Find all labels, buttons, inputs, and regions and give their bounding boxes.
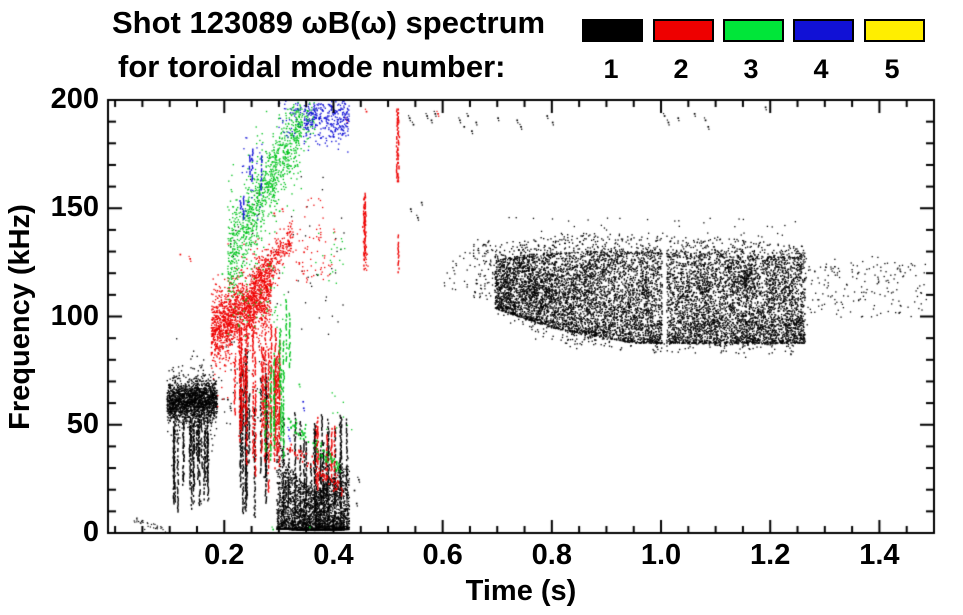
y-tick-label-50: 50 (66, 407, 99, 440)
legend-swatch-mode-4 (793, 19, 854, 42)
y-tick-label-0: 0 (82, 516, 99, 548)
y-tick-label-200: 200 (50, 83, 99, 115)
legend-swatch-mode-5 (864, 19, 925, 42)
x-tick-label-1.4: 1.4 (859, 539, 900, 571)
x-tick-label-1.2: 1.2 (750, 539, 791, 571)
legend-label-mode-1: 1 (603, 54, 619, 84)
x-tick-label-1.0: 1.0 (640, 539, 682, 571)
legend-swatch-mode-2 (653, 19, 714, 42)
legend-label-mode-4: 4 (813, 54, 829, 84)
x-tick-label-0.6: 0.6 (422, 539, 463, 571)
legend-label-mode-3: 3 (743, 54, 759, 84)
x-tick-label-0.2: 0.2 (204, 539, 245, 571)
y-axis-title: Frequency (kHz) (4, 204, 36, 430)
legend-label-mode-5: 5 (884, 54, 900, 84)
x-tick-label-0.4: 0.4 (313, 539, 354, 571)
y-tick-label-150: 150 (50, 191, 99, 224)
legend-label-mode-2: 2 (673, 54, 689, 84)
x-axis-title: Time (s) (465, 575, 577, 607)
plot-title-line1: Shot 123089 ωB(ω) spectrum (112, 5, 546, 40)
x-tick-label-0.8: 0.8 (531, 539, 572, 571)
y-tick-label-100: 100 (50, 299, 99, 332)
plot-title-line2: for toroidal mode number: (118, 49, 506, 84)
legend-swatch-mode-3 (723, 19, 784, 42)
legend-swatch-mode-1 (582, 19, 643, 42)
